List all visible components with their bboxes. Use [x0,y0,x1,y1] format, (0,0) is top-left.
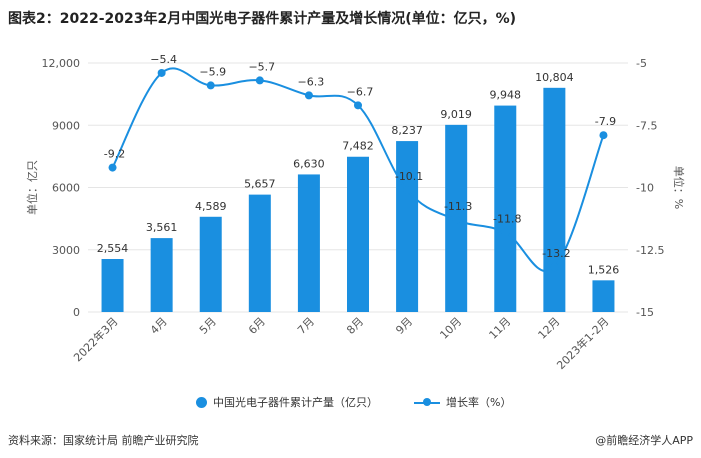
growth-data-label: -11.3 [444,200,472,213]
bar [248,194,271,312]
right-tick-label: -10 [636,182,654,195]
right-tick-label: -7.5 [636,119,657,132]
growth-data-label: -7.9 [595,115,616,128]
legend-bar-label: 中国光电子器件累计产量（亿只） [213,396,378,409]
growth-point [550,263,559,272]
left-tick-label: 3000 [52,244,80,257]
x-tick-label: 8月 [344,315,366,337]
x-tick-label: 9月 [393,315,415,337]
x-tick-label: 2023年1-2月 [554,314,612,372]
x-tick-label: 6月 [246,315,268,337]
growth-data-label: −5.9 [199,65,226,78]
left-tick-label: 12,000 [42,57,81,70]
bar [199,216,222,312]
legend-item-line[interactable]: 增长率（%） [414,394,511,410]
growth-line [111,67,605,273]
bar [347,156,369,312]
x-tick-label: 4月 [148,315,170,337]
legend-line-label: 增长率（%） [446,396,512,409]
x-tick-label: 11月 [487,315,514,342]
growth-data-label: -9.2 [104,148,125,161]
growth-point [501,228,510,237]
right-axis-label: 单位：% [672,166,686,209]
growth-data-label: -13.2 [542,247,570,260]
legend-line-swatch [414,397,440,408]
brand-note: @前瞻经济学人APP [595,434,693,447]
left-tick-label: 9000 [52,119,80,132]
bar [150,238,173,312]
bar-data-label: 9,948 [490,89,522,102]
left-axis-label: 单位：亿只 [25,160,39,215]
bar-data-label: 8,237 [391,124,423,137]
right-tick-label: -15 [636,306,654,319]
growth-point [255,76,264,85]
growth-data-label: −6.3 [298,75,325,88]
growth-data-label: −5.7 [248,60,275,73]
chart-title: 图表2：2022-2023年2月中国光电子器件累计产量及增长情况(单位：亿只，%… [8,11,517,27]
x-tick-label: 12月 [536,315,563,342]
bar-data-label: 9,019 [440,108,472,121]
right-tick-label: -5 [636,57,647,70]
growth-point [354,101,362,110]
x-tick-label: 10月 [437,315,464,342]
x-tick-label: 5月 [197,315,219,337]
bar-data-label: 7,482 [342,140,374,153]
x-tick-label: 2022年3月 [70,314,120,364]
growth-point [304,91,313,100]
bar [396,141,419,312]
bar [494,105,517,312]
bar-data-label: 5,657 [244,178,276,191]
growth-data-label: −5.4 [150,53,177,66]
left-tick-label: 6000 [52,182,80,195]
bar-data-label: 6,630 [293,157,325,170]
growth-point [452,215,461,224]
bar [297,174,320,312]
x-tick-label: 7月 [295,315,317,337]
bar [592,280,615,312]
bar [543,87,566,312]
bar-data-label: 2,554 [97,242,129,255]
bar-data-label: 4,589 [195,200,227,213]
legend-bar-swatch [196,396,207,408]
legend: 中国光电子器件累计产量（亿只） 增长率（%） [0,394,701,414]
growth-data-label: -11.8 [493,212,521,225]
growth-point [599,131,608,140]
growth-data-label: -10.1 [395,170,423,183]
left-tick-label: 0 [73,306,80,319]
growth-point [403,185,412,194]
legend-item-bar[interactable]: 中国光电子器件累计产量（亿只） [196,394,378,410]
growth-point [157,68,166,77]
right-tick-label: -12.5 [636,244,664,257]
bar-data-label: 10,804 [535,71,574,84]
bar-data-label: 1,526 [588,263,620,276]
growth-data-label: −6.7 [347,85,374,98]
bar-data-label: 3,561 [146,221,178,234]
bar [101,259,124,312]
growth-point [108,163,117,172]
growth-point [206,81,215,90]
source-note: 资料来源：国家统计局 前瞻产业研究院 [8,434,199,447]
